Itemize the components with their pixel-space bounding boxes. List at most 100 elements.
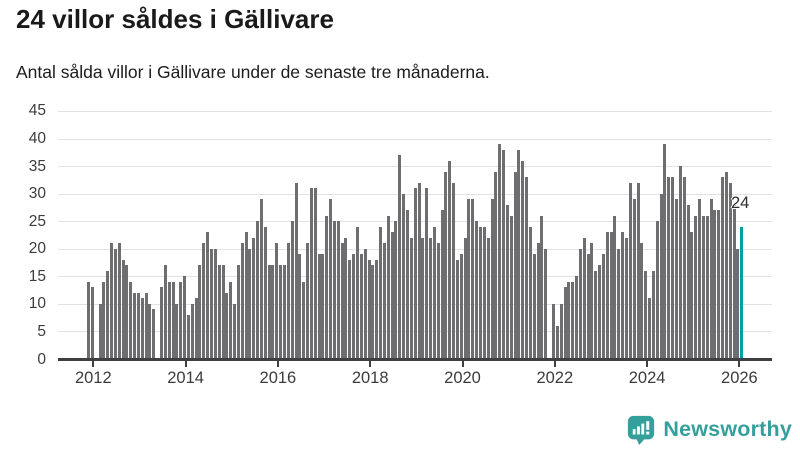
bar	[379, 226, 383, 359]
bar	[567, 281, 571, 359]
bar	[202, 243, 206, 359]
bar	[701, 215, 705, 359]
bar	[575, 276, 579, 359]
bar	[536, 243, 540, 359]
x-axis-label: 2014	[167, 369, 204, 387]
bar	[344, 237, 348, 359]
bar	[613, 215, 617, 359]
y-gridline	[58, 110, 772, 112]
bar	[490, 199, 494, 359]
bar	[275, 243, 279, 359]
page-title: 24 villor såldes i Gällivare	[16, 4, 334, 34]
bar	[236, 265, 240, 359]
bar	[217, 265, 221, 359]
bar	[152, 309, 156, 359]
bar	[363, 248, 367, 359]
bar	[594, 270, 598, 359]
bar	[313, 188, 317, 359]
bar	[332, 221, 336, 359]
bar	[129, 281, 133, 359]
newsworthy-icon	[626, 414, 656, 445]
bar	[625, 237, 629, 359]
bar	[90, 287, 94, 359]
bar	[271, 265, 275, 359]
bar	[213, 248, 217, 359]
bar	[463, 237, 467, 359]
bar	[359, 254, 363, 359]
bar	[628, 182, 632, 359]
x-axis-label: 2016	[259, 369, 297, 387]
bar	[467, 199, 471, 359]
bar	[102, 281, 106, 359]
bar	[705, 215, 709, 359]
x-axis-tick	[276, 360, 279, 367]
bar	[486, 237, 490, 359]
bar	[398, 155, 402, 359]
bar	[225, 292, 229, 359]
bar	[256, 221, 260, 359]
bar	[183, 276, 187, 359]
bar	[206, 232, 210, 359]
bar	[133, 292, 137, 359]
bar	[429, 237, 433, 359]
bar	[290, 221, 294, 359]
bar	[252, 237, 256, 359]
bar	[386, 215, 390, 359]
bar	[279, 265, 283, 359]
bar	[140, 298, 144, 359]
y-axis-label: 5	[37, 322, 46, 340]
bar	[732, 204, 736, 359]
bar	[432, 226, 436, 359]
x-axis-label: 2018	[351, 369, 389, 387]
bar	[425, 188, 429, 359]
bar	[117, 243, 121, 359]
x-axis-tick	[92, 360, 95, 367]
x-axis-tick	[646, 360, 649, 367]
x-axis-tick	[738, 360, 741, 367]
x-axis-line	[58, 358, 772, 361]
bar	[125, 265, 129, 359]
bar	[317, 254, 321, 359]
bar	[498, 144, 502, 359]
bar	[724, 171, 728, 359]
bar	[728, 182, 732, 359]
bar	[286, 243, 290, 359]
bar	[110, 243, 114, 359]
x-axis-label: 2020	[444, 369, 481, 387]
bar	[452, 182, 456, 359]
bar	[190, 303, 194, 359]
bar	[582, 237, 586, 359]
newsworthy-wordmark: Newsworthy	[663, 417, 792, 441]
bar	[555, 325, 559, 359]
x-axis-label: 2024	[628, 369, 666, 387]
bar	[621, 232, 625, 359]
bar	[209, 248, 213, 359]
bar	[448, 160, 452, 359]
newsworthy-logo[interactable]: Newsworthy	[626, 414, 792, 445]
bar	[678, 166, 682, 359]
bar	[248, 248, 252, 359]
bar	[586, 254, 590, 359]
bar	[651, 270, 655, 359]
bar	[717, 210, 721, 359]
bar	[302, 281, 306, 359]
bar	[544, 248, 548, 359]
bar	[136, 292, 140, 359]
bar	[459, 254, 463, 359]
bar	[106, 270, 110, 359]
bar	[267, 265, 271, 359]
bar	[609, 232, 613, 359]
bar	[367, 259, 371, 359]
bar	[240, 243, 244, 359]
bar	[325, 215, 329, 359]
bar	[502, 149, 506, 359]
bar	[321, 254, 325, 359]
bar	[409, 237, 413, 359]
y-gridline	[58, 166, 772, 167]
bar	[198, 265, 202, 359]
bar	[148, 303, 152, 359]
bar	[179, 281, 183, 359]
bar	[282, 265, 286, 359]
bar	[263, 226, 267, 359]
bar	[513, 171, 517, 359]
